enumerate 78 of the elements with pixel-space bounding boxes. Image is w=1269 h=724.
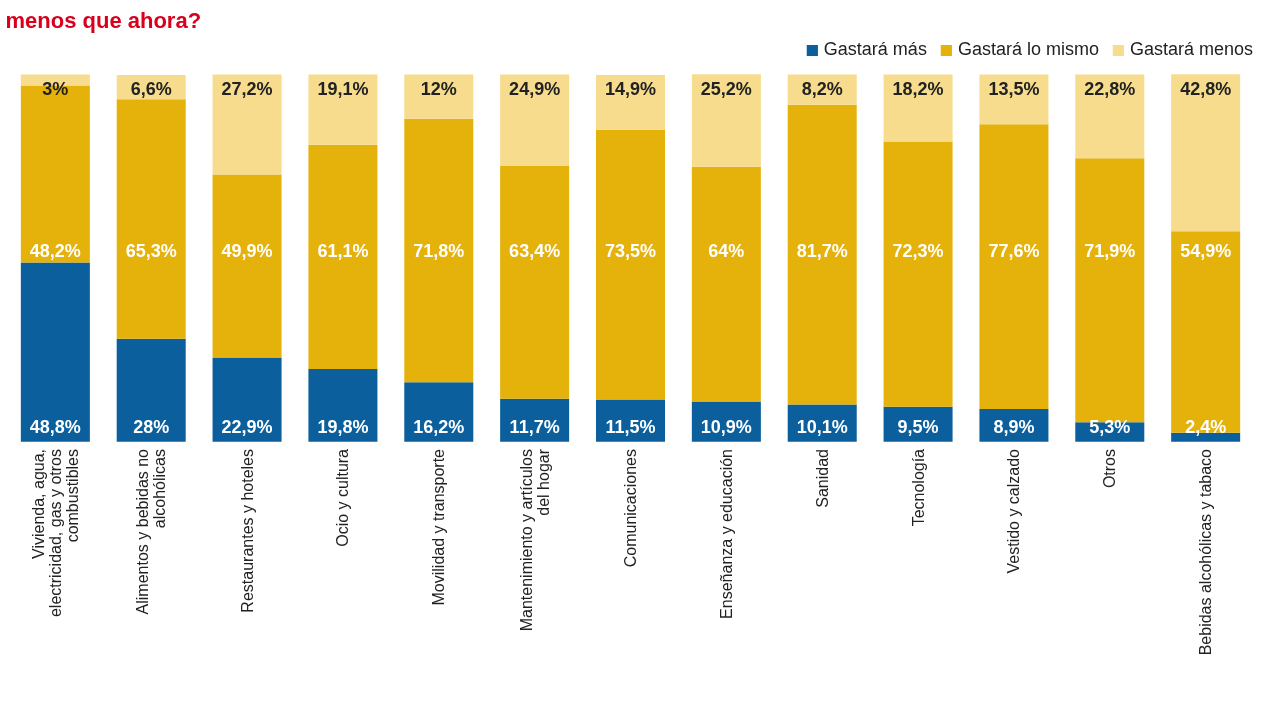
data-label: 49,9% [221,240,273,261]
data-label: 19,8% [317,417,369,438]
data-label: 48,8% [29,417,81,438]
x-tick-label: Comunicaciones [622,448,639,568]
bar [1171,74,1241,232]
data-label: 81,7% [796,240,848,261]
bar [500,74,570,166]
data-label: 6,6% [130,79,172,100]
x-tick-label: Ocio y cultura [334,448,352,547]
data-label: 63,4% [509,240,561,261]
bar [595,74,666,130]
x-tick-label: Bebidas alcohólicas y tabaco [1197,448,1215,656]
bar [691,166,761,402]
data-label: 64% [708,240,745,261]
data-label: 16,2% [413,417,465,438]
bar [116,338,186,442]
data-label: 13,5% [988,79,1040,100]
data-label: 18,2% [892,79,944,100]
data-label: 71,8% [413,240,465,261]
bar [404,118,474,383]
bar [212,74,282,175]
data-label: 8,2% [801,79,843,100]
x-tick-label: Mantenimiento y artículos del hogar [517,448,552,632]
data-label: 14,9% [604,79,657,100]
data-label: 12% [420,79,457,100]
x-tick-label: Enseñanza y educación [717,448,735,619]
x-tick-label: Restaurantes y hoteles [238,448,256,613]
data-label: 42,8% [1180,78,1232,99]
x-tick-label: Movilidad y transporte [430,448,448,606]
bar [308,368,378,442]
data-label: 11,7% [509,417,560,438]
bar [404,74,474,119]
legend-label: Gastará más [823,39,927,60]
data-label: 71,9% [1084,240,1136,261]
data-label: 10,1% [796,417,848,438]
data-label: 28% [133,417,170,438]
data-label: 73,5% [604,240,657,261]
data-label: 10,9% [700,417,752,438]
data-label: 77,6% [988,240,1040,261]
bar [595,129,666,400]
data-label: 27,2% [221,79,273,100]
data-label: 61,1% [317,240,369,261]
bar [883,74,953,142]
data-label: 24,9% [509,79,561,100]
bar [20,262,90,442]
data-label: 48,2% [29,240,81,261]
legend-label: Gastará menos [1129,39,1253,60]
bar [1075,74,1145,159]
bar [212,357,282,442]
chart-title: menos que ahora? [5,7,202,33]
x-tick-label: Vivienda, agua, electricidad, gas y otros combustibles [29,448,81,618]
data-label: 2,4% [1185,417,1227,438]
data-label: 11,5% [605,417,656,438]
data-label: 25,2% [700,78,752,99]
x-tick-label: Tecnología [909,448,927,527]
data-label: 54,9% [1180,240,1232,261]
data-label: 22,9% [221,417,273,438]
bar [979,124,1049,409]
data-label: 5,3% [1089,417,1131,438]
bar [404,382,474,442]
bar [116,99,186,339]
bar [308,144,378,369]
data-label: 19,1% [317,79,369,100]
data-label: 72,3% [892,240,944,261]
x-tick-label: Sanidad [813,448,831,508]
data-label: 22,8% [1084,79,1136,100]
data-label: 9,5% [897,417,939,438]
bar [500,166,570,399]
bar [787,104,857,405]
data-label: 8,9% [993,417,1035,438]
data-label: 65,3% [125,240,177,261]
bar [691,74,761,167]
x-tick-label: Otros [1101,448,1119,489]
bar [308,74,378,145]
legend-label: Gastará lo mismo [957,39,1099,60]
x-tick-label: Vestido y calzado [1005,448,1023,574]
bar [883,141,953,407]
bar [212,174,282,358]
